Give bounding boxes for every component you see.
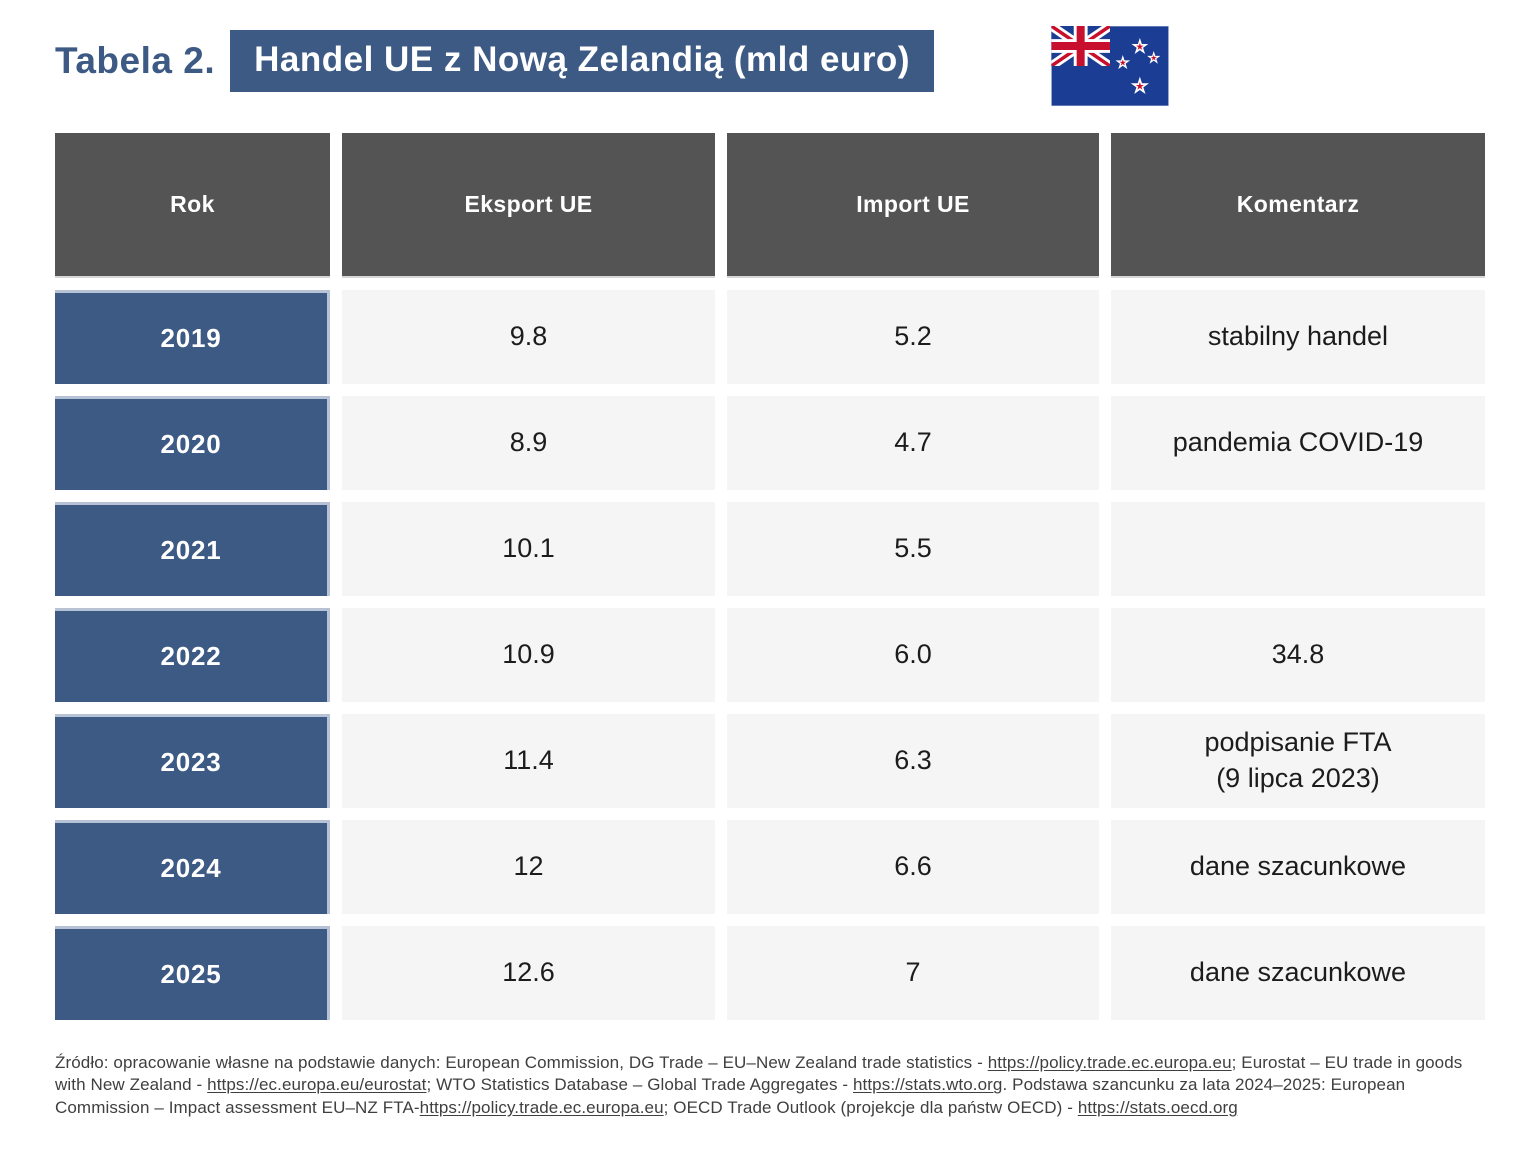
import-cell: 6.0 <box>727 608 1099 702</box>
column-header-import: Import UE <box>727 133 1099 278</box>
page-title: Handel UE z Nową Zelandią (mld euro) <box>230 30 934 92</box>
eksport-cell: 11.4 <box>342 714 715 808</box>
table-number-label: Tabela 2. <box>55 40 216 81</box>
source-text: . Podstawa szancunku za lata 2024–2025: … <box>55 1075 1406 1117</box>
eksport-cell: 10.1 <box>342 502 715 596</box>
new-zealand-flag-icon <box>1047 26 1173 106</box>
source-note: Źródło: opracowanie własne na podstawie … <box>55 1052 1495 1119</box>
year-cell: 2025 <box>55 926 330 1020</box>
source-text: ; Eurostat – EU trade in goods with New … <box>55 1053 1463 1095</box>
title-row: Tabela 2. Handel UE z Nową Zelandią (mld… <box>55 30 934 92</box>
komentarz-cell: 34.8 <box>1111 608 1485 702</box>
column-header-komentarz: Komentarz <box>1111 133 1485 278</box>
source-link[interactable]: https://policy.trade.ec.europa.eu <box>987 1053 1232 1072</box>
komentarz-cell: dane szacunkowe <box>1111 820 1485 914</box>
eksport-cell: 9.8 <box>342 290 715 384</box>
source-link[interactable]: https://ec.europa.eu/eurostat <box>207 1075 427 1095</box>
column-header-rok: Rok <box>55 133 330 278</box>
import-cell: 5.2 <box>727 290 1099 384</box>
import-cell: 5.5 <box>727 502 1099 596</box>
year-cell: 2023 <box>55 714 330 808</box>
import-cell: 4.7 <box>727 396 1099 490</box>
import-cell: 7 <box>727 926 1099 1020</box>
year-cell: 2022 <box>55 608 330 702</box>
eksport-cell: 8.9 <box>342 396 715 490</box>
eksport-cell: 12.6 <box>342 926 715 1020</box>
source-link[interactable]: https://stats.wto.org <box>852 1075 1003 1095</box>
trade-table: Rok Eksport UE Import UE Komentarz 2019 … <box>55 133 1485 1020</box>
komentarz-cell: dane szacunkowe <box>1111 926 1485 1020</box>
komentarz-cell <box>1111 502 1485 596</box>
year-cell: 2021 <box>55 502 330 596</box>
year-cell: 2024 <box>55 820 330 914</box>
source-text: ; OECD Trade Outlook (projekcje dla pańs… <box>663 1097 1078 1117</box>
year-cell: 2019 <box>55 290 330 384</box>
import-cell: 6.3 <box>727 714 1099 808</box>
komentarz-cell: pandemia COVID-19 <box>1111 396 1485 490</box>
source-link[interactable]: https://policy.trade.ec.europa.eu <box>419 1097 664 1117</box>
komentarz-cell: stabilny handel <box>1111 290 1485 384</box>
eksport-cell: 12 <box>342 820 715 914</box>
source-text: Źródło: opracowanie własne na podstawie … <box>55 1053 988 1072</box>
eksport-cell: 10.9 <box>342 608 715 702</box>
source-text: ; WTO Statistics Database – Global Trade… <box>426 1075 853 1095</box>
komentarz-cell: podpisanie FTA (9 lipca 2023) <box>1111 714 1485 808</box>
import-cell: 6.6 <box>727 820 1099 914</box>
new-zealand-flag-svg <box>1050 26 1170 106</box>
year-cell: 2020 <box>55 396 330 490</box>
column-header-eksport: Eksport UE <box>342 133 715 278</box>
source-link[interactable]: https://stats.oecd.org <box>1077 1097 1238 1117</box>
